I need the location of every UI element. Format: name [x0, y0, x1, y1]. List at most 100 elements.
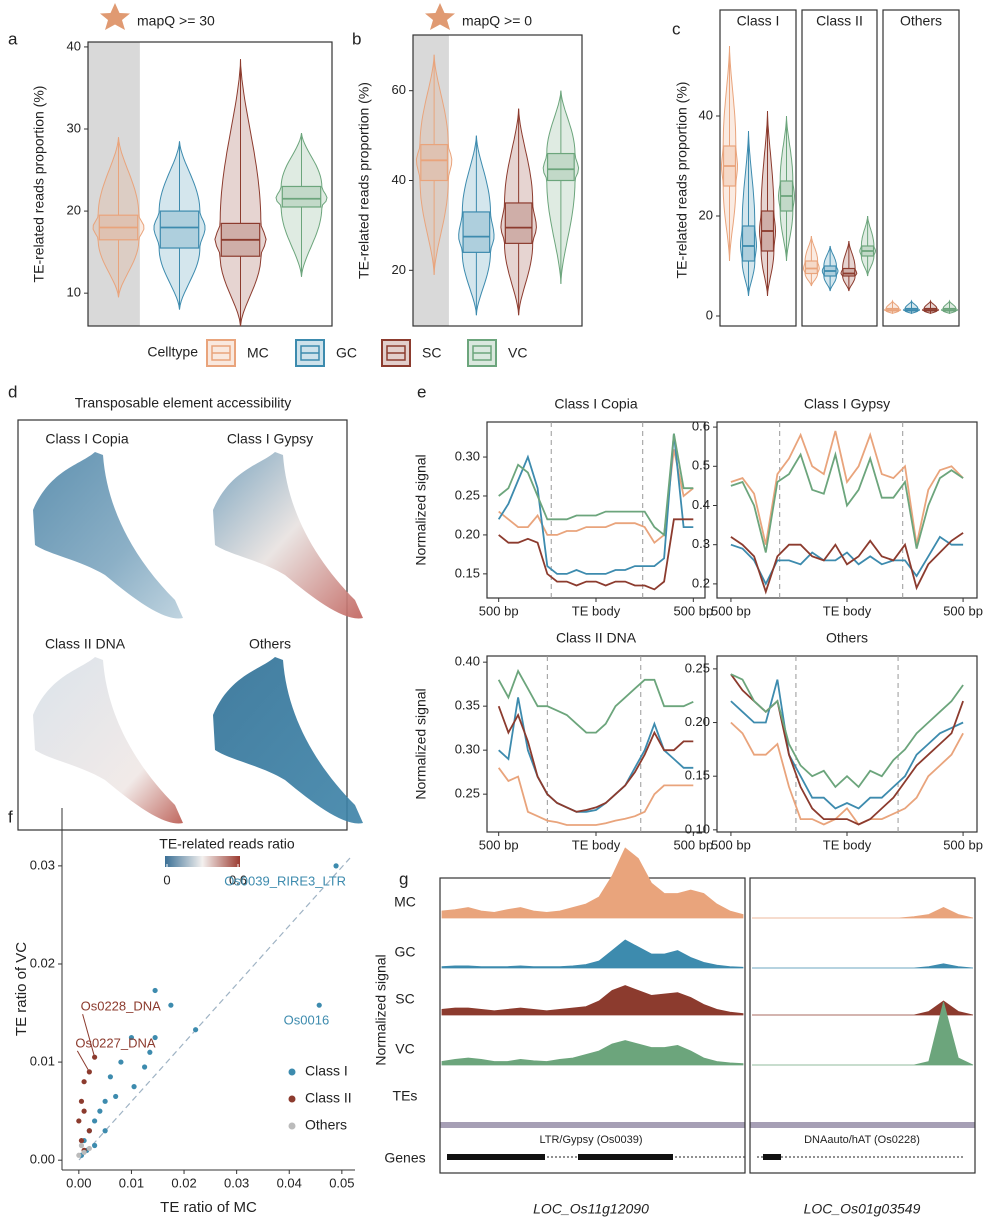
y-tick-label: 20 [699, 207, 713, 222]
point [102, 1098, 108, 1104]
point [78, 1137, 85, 1144]
signal-line [730, 673, 964, 826]
violin [92, 137, 145, 298]
y-axis-label: Normalized signal [413, 688, 429, 799]
point [92, 1118, 98, 1124]
signal-line [498, 697, 694, 813]
chart-title: Class I Copia [554, 396, 637, 412]
y-tick-label: 0.20 [685, 714, 710, 729]
gene-name: LOC_Os11g12090 [533, 1201, 649, 1217]
star-icon [425, 3, 455, 30]
legend-label: MC [247, 345, 269, 361]
signal-line [497, 433, 694, 575]
chart-title: Class II DNA [556, 630, 637, 646]
y-tick-label: 0.30 [455, 448, 480, 463]
y-tick-label: 0.40 [455, 654, 480, 669]
track-signal [441, 1040, 744, 1066]
violin [153, 141, 206, 310]
y-axis-label: TE-related reads proportion (%) [31, 86, 47, 283]
legend-label: Others [305, 1117, 347, 1133]
point [102, 1128, 108, 1134]
track-frame [749, 877, 976, 1174]
box [504, 202, 533, 244]
y-axis-label: TE ratio of VC [13, 942, 30, 1036]
legend-label: SC [422, 345, 441, 361]
box [546, 152, 575, 182]
colorbar-tick-label: 0 [163, 872, 170, 887]
point [152, 1034, 158, 1041]
point [86, 1145, 92, 1152]
point-label: Os0227_DNA [75, 1035, 156, 1050]
y-tick-label: 30 [67, 120, 81, 135]
box [420, 143, 449, 182]
point [97, 1108, 103, 1114]
track-label: TEs [393, 1088, 418, 1104]
point [131, 1084, 137, 1090]
facet-title: Class I [737, 13, 780, 29]
y-tick-label: 0.25 [455, 487, 480, 502]
point [147, 1049, 153, 1055]
y-tick-label: 60 [392, 82, 406, 97]
y-tick-label: 0.30 [455, 742, 480, 757]
x-tick-label: 0.03 [224, 1175, 249, 1190]
y-tick-label: 0.10 [685, 821, 710, 836]
y-tick-label: 20 [392, 262, 406, 277]
y-tick-label: 0 [706, 307, 713, 322]
y-tick-label: 0.2 [692, 575, 710, 590]
legend-label: GC [336, 345, 357, 361]
x-tick-label: 0.00 [66, 1175, 91, 1190]
x-tick-label: 500 bp [673, 603, 713, 618]
y-tick-label: 10 [67, 285, 81, 300]
legend-label: Class I [305, 1063, 348, 1079]
track-signal [752, 1000, 974, 1016]
point [152, 987, 158, 994]
x-tick-label: 0.01 [119, 1175, 144, 1190]
signal-line [498, 433, 694, 537]
te-bar [750, 1122, 975, 1128]
highlight-band [88, 42, 140, 326]
box [159, 210, 200, 249]
embedding-cloud [213, 657, 363, 824]
gene-name: LOC_Os01g03549 [804, 1201, 921, 1217]
facet-frame [719, 9, 797, 327]
y-tick-label: 0.35 [455, 698, 480, 713]
colorbar-title: TE-related reads ratio [159, 836, 295, 852]
panel-label: a [8, 29, 18, 48]
y-tick-label: 0.20 [455, 526, 480, 541]
violin [500, 108, 537, 316]
x-tick-label: 0.02 [171, 1175, 196, 1190]
y-axis-label: Normalized signal [373, 954, 389, 1065]
colorbar [165, 856, 240, 867]
plot-frame [716, 655, 978, 833]
point [333, 863, 339, 869]
leader-line [82, 1014, 96, 1058]
y-tick-label: 0.03 [30, 857, 55, 872]
track-label: SC [395, 991, 414, 1007]
te-name: DNAauto/hAT (Os0228) [804, 1134, 920, 1146]
facet-title: Others [900, 13, 942, 29]
panel-label: f [8, 807, 13, 826]
plot-frame [486, 655, 706, 833]
leader-line [76, 1050, 90, 1073]
facet-title: Class I Gypsy [227, 431, 313, 447]
point [76, 1118, 82, 1124]
point [113, 1093, 119, 1100]
legend-title: Celltype [147, 344, 198, 360]
box [842, 267, 856, 277]
track-label: Genes [384, 1150, 425, 1166]
box [741, 225, 756, 262]
track-label: GC [395, 944, 416, 960]
embedding-frame [17, 419, 348, 831]
chart-title: Others [826, 630, 868, 646]
embedding-cloud [33, 452, 183, 619]
x-tick-label: 500 bp [943, 837, 983, 852]
point [78, 1098, 85, 1104]
plot-frame [87, 41, 333, 327]
signal-line [730, 721, 964, 826]
y-tick-label: 0.4 [692, 497, 710, 512]
point-label: Os0039_RIRE3_LTR [224, 873, 346, 888]
legend-marker [288, 1068, 296, 1076]
point-label: Os0016 [284, 1013, 330, 1028]
y-tick-label: 0.15 [685, 768, 710, 783]
